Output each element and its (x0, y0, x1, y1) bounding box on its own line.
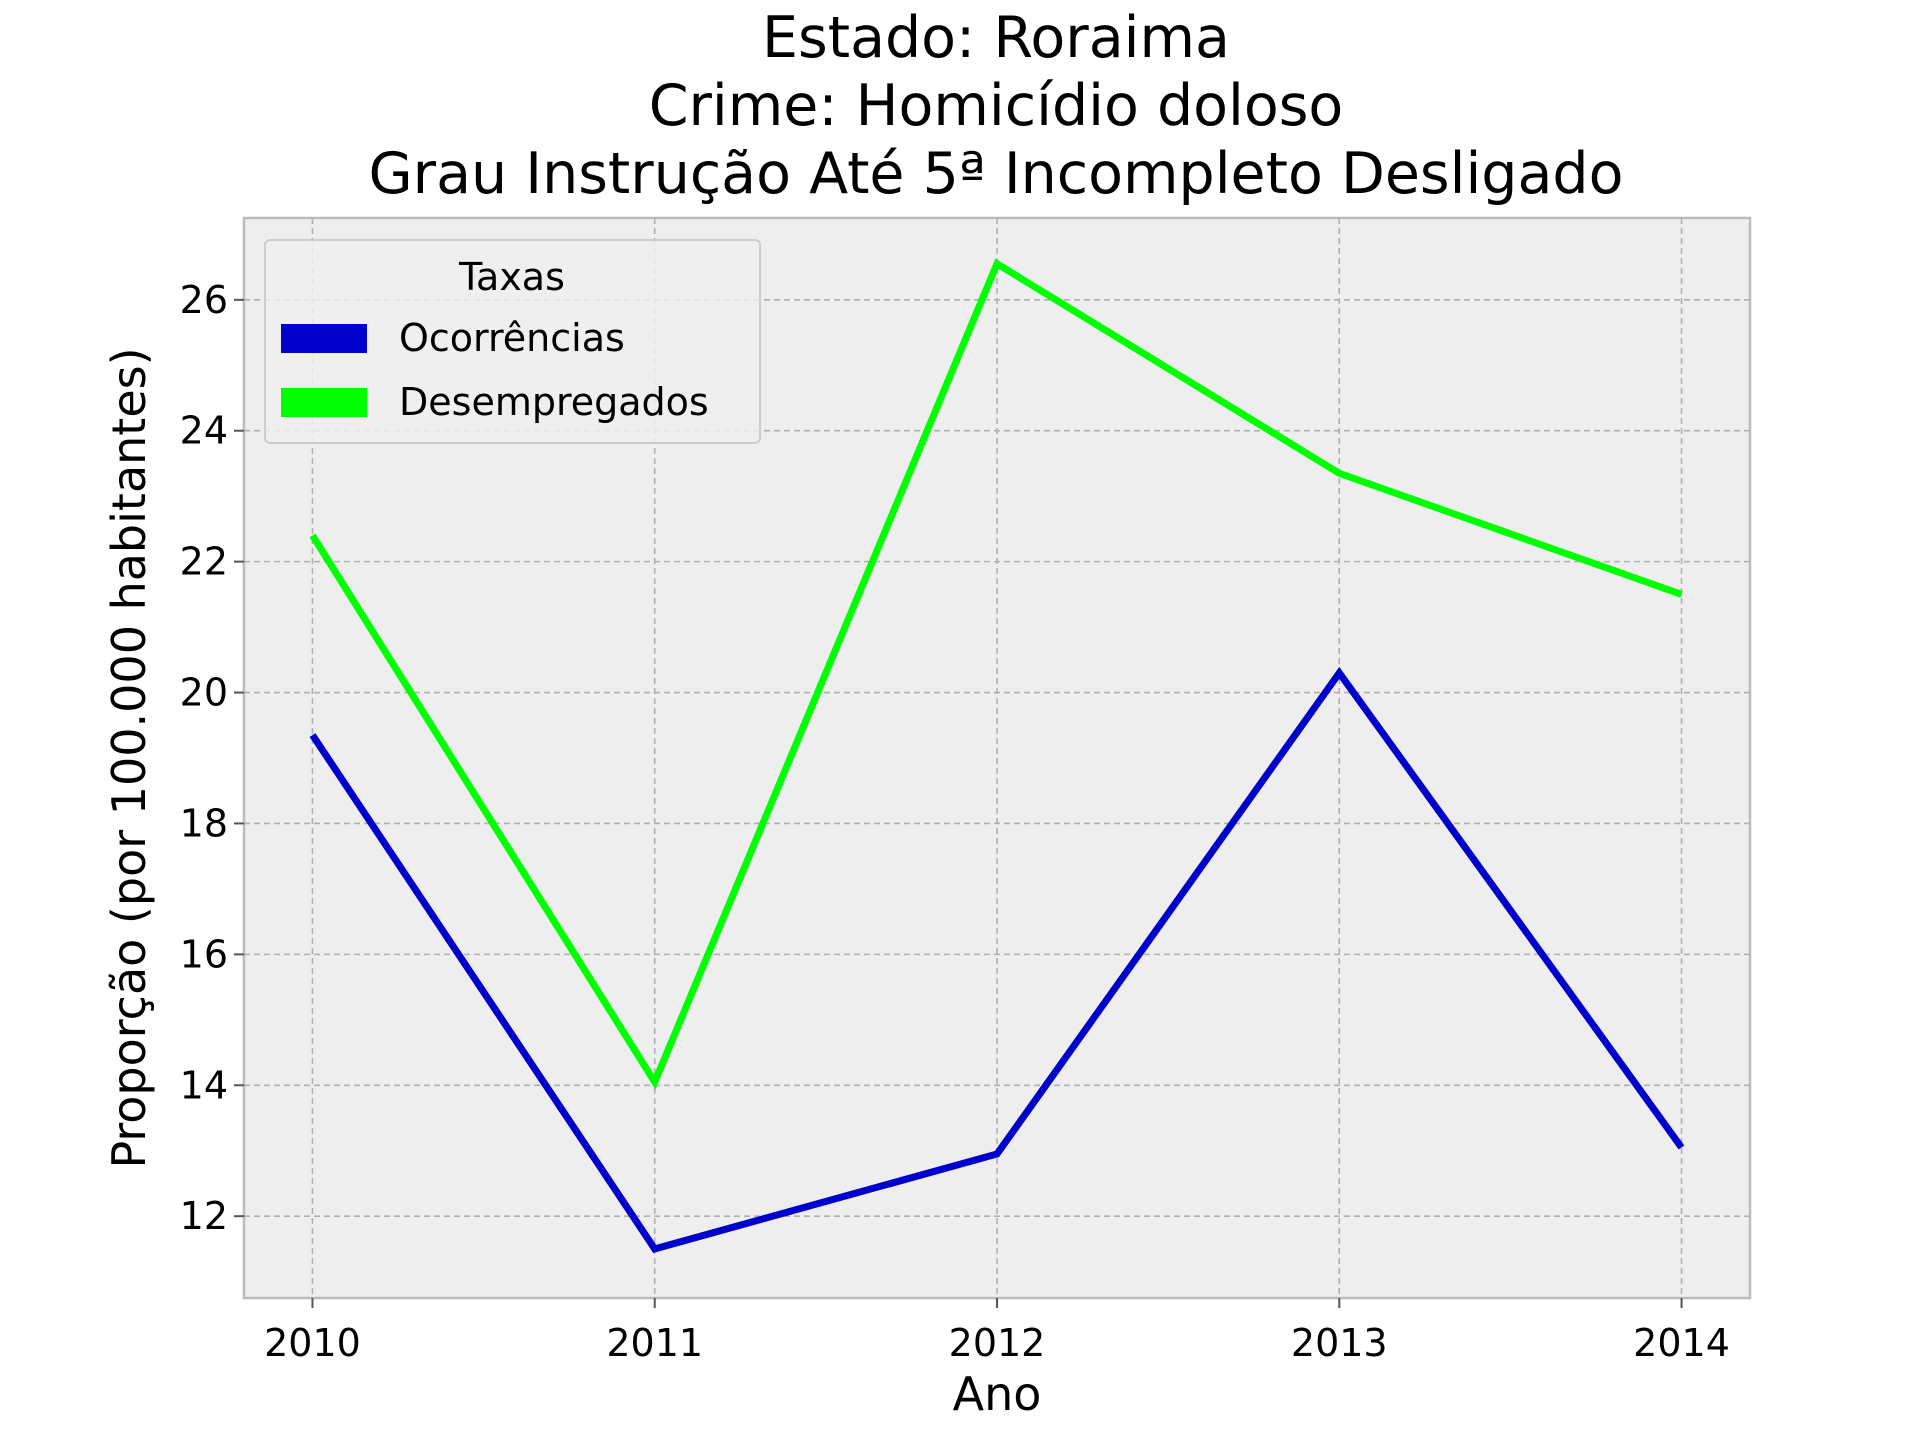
x-axis-label: Ano (953, 1367, 1042, 1421)
chart-title-line-2: Crime: Homicídio doloso (649, 73, 1344, 139)
x-tick-label: 2014 (1633, 1321, 1730, 1365)
series-lines (309, 258, 1685, 1253)
x-tick-label: 2010 (264, 1321, 361, 1365)
legend-swatch-ocorrencias (281, 324, 367, 353)
series-line-desempregados (309, 258, 1683, 1090)
y-axis-ticks: 12 14 16 18 20 22 24 26 (180, 278, 244, 1238)
x-tick-label: 2011 (606, 1321, 703, 1365)
legend-label-ocorrencias: Ocorrências (399, 316, 625, 360)
legend: Taxas Ocorrências Desempregados (264, 239, 761, 444)
legend-label-desempregados: Desempregados (399, 380, 709, 424)
x-tick-label: 2012 (949, 1321, 1046, 1365)
legend-box (264, 239, 761, 444)
y-tick-label: 14 (180, 1063, 228, 1107)
y-tick-label: 22 (180, 540, 228, 584)
legend-title: Taxas (458, 255, 565, 299)
y-tick-label: 24 (180, 409, 228, 453)
series-line-ocorrencias (309, 666, 1685, 1253)
x-axis-ticks: 2010 2011 2012 2013 2014 (264, 1298, 1730, 1365)
y-tick-label: 16 (180, 932, 228, 976)
chart-title-line-3: Grau Instrução Até 5ª Incompleto Desliga… (369, 141, 1624, 207)
y-axis-label: Proporção (por 100.000 habitantes) (102, 347, 156, 1168)
chart-title-line-1: Estado: Roraima (762, 5, 1230, 71)
legend-swatch-desempregados (281, 388, 367, 417)
y-tick-label: 20 (180, 671, 228, 715)
x-tick-label: 2013 (1291, 1321, 1388, 1365)
y-tick-label: 12 (180, 1194, 228, 1238)
y-tick-label: 26 (180, 278, 228, 322)
y-tick-label: 18 (180, 801, 228, 845)
